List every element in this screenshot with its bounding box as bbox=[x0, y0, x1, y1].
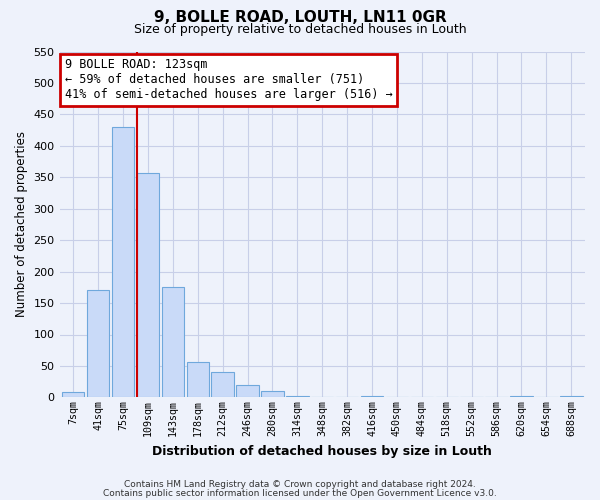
Text: Contains HM Land Registry data © Crown copyright and database right 2024.: Contains HM Land Registry data © Crown c… bbox=[124, 480, 476, 489]
Bar bbox=[236, 385, 259, 398]
Y-axis label: Number of detached properties: Number of detached properties bbox=[15, 132, 28, 318]
Bar bbox=[361, 396, 383, 398]
Bar bbox=[560, 396, 583, 398]
Bar bbox=[112, 127, 134, 398]
Bar bbox=[286, 396, 308, 398]
Bar bbox=[510, 396, 533, 398]
Text: 9, BOLLE ROAD, LOUTH, LN11 0GR: 9, BOLLE ROAD, LOUTH, LN11 0GR bbox=[154, 10, 446, 25]
Bar bbox=[161, 288, 184, 398]
X-axis label: Distribution of detached houses by size in Louth: Distribution of detached houses by size … bbox=[152, 444, 492, 458]
Bar bbox=[137, 173, 159, 398]
Text: Size of property relative to detached houses in Louth: Size of property relative to detached ho… bbox=[134, 22, 466, 36]
Bar bbox=[261, 391, 284, 398]
Bar bbox=[62, 392, 85, 398]
Text: 9 BOLLE ROAD: 123sqm
← 59% of detached houses are smaller (751)
41% of semi-deta: 9 BOLLE ROAD: 123sqm ← 59% of detached h… bbox=[65, 58, 392, 102]
Text: Contains public sector information licensed under the Open Government Licence v3: Contains public sector information licen… bbox=[103, 488, 497, 498]
Bar bbox=[211, 372, 234, 398]
Bar bbox=[187, 362, 209, 398]
Bar bbox=[87, 290, 109, 398]
